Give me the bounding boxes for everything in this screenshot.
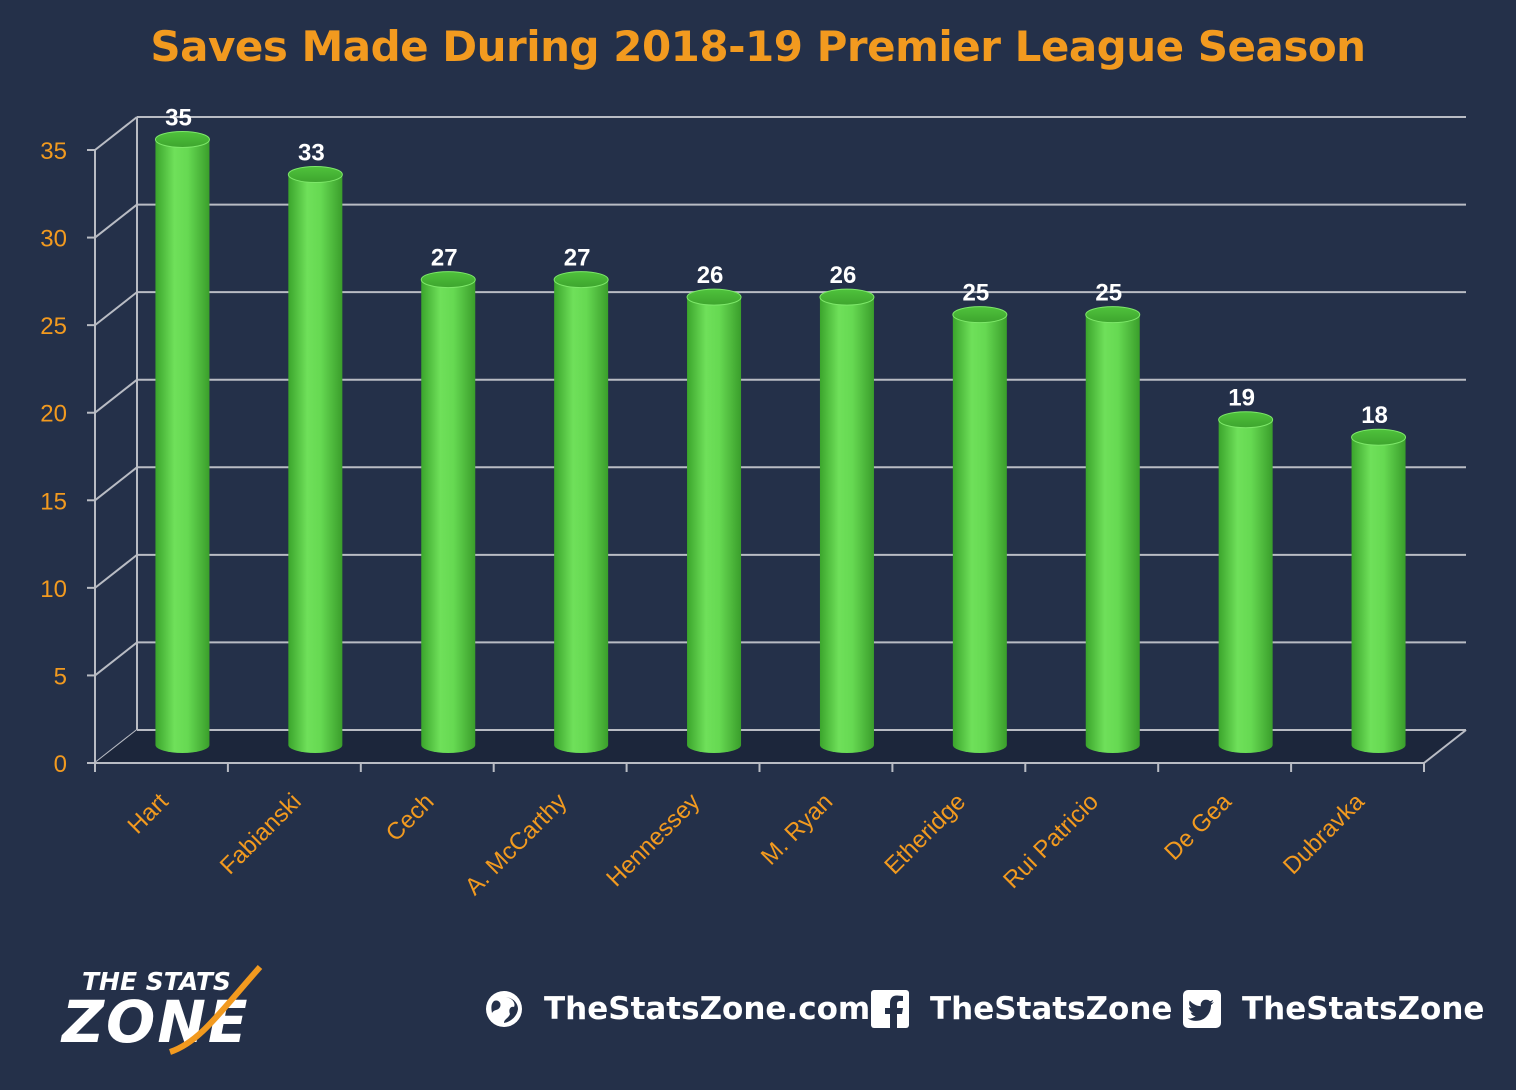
bar-body [1085,314,1140,753]
xtick-label: De Gea [1159,788,1237,866]
bar [686,288,742,753]
bar-top [553,271,609,289]
twitter-icon [1183,990,1221,1028]
bar-body [1218,419,1273,753]
data-label: 33 [298,140,325,167]
twitter-link[interactable]: TheStatsZone [1182,986,1484,1032]
data-label: 25 [1095,280,1122,307]
gridline-depth [94,554,138,589]
globe-icon [486,991,522,1027]
bar-body [554,279,609,753]
facebook-icon [871,990,909,1029]
gridline-depth [94,116,138,151]
ytick-label: 25 [40,313,67,340]
gridline-depth [94,291,138,326]
logo-swoosh [168,965,263,1055]
xtick-label: M. Ryan [756,788,838,870]
bar-top [1351,428,1407,446]
bar [553,271,609,753]
xtick-label: Etheridge [879,788,971,880]
xtick-label: Dubravka [1278,788,1370,880]
bar [819,288,875,753]
ytick-label: 10 [40,576,67,603]
ytick-label: 30 [40,226,67,253]
bar-top [952,306,1008,324]
bar-body [288,174,343,753]
bar-top [1218,411,1274,429]
bar [154,131,210,753]
xtick-label: Rui Patricio [998,788,1104,894]
gridline-depth [94,378,138,414]
bar-body [687,297,742,753]
twitter-text: TheStatsZone [1242,991,1485,1027]
xtick-label: Hennessey [601,788,705,892]
gridline-depth [94,466,138,502]
bar [287,166,343,753]
bar-body [952,314,1007,753]
floor-edge-right [1423,729,1467,764]
data-label: 25 [962,280,989,307]
bar-top [420,271,476,289]
bar [952,306,1008,753]
website-link[interactable]: TheStatsZone.com [484,986,870,1032]
website-text: TheStatsZone.com [544,991,871,1027]
bar [420,271,476,753]
xtick-label: Fabianski [215,788,307,880]
bar-top [819,288,875,306]
gridline-depth [94,641,138,677]
bar [1085,306,1141,753]
gridline-depth [94,203,138,239]
data-label: 35 [165,105,192,132]
bar [1218,411,1274,753]
ytick-label: 5 [54,663,67,690]
logo-line2: ZONE [60,988,250,1056]
data-label: 19 [1228,385,1255,412]
bar-chart: 0 5 10 15 20 25 30 35 35 Hart 33 Fabianski 27 Cech 27… [40,105,1467,901]
data-label: 27 [431,245,458,272]
bar-body [819,297,874,753]
ytick-label: 35 [40,138,67,165]
bar-top [686,288,742,306]
chart-title: Saves Made During 2018-19 Premier League… [150,22,1366,71]
bars-layer [154,131,1407,753]
ytick-label: 15 [40,488,67,515]
bar-body [1351,437,1406,753]
data-label: 26 [697,262,724,289]
logo-line1: THE STATS [82,967,231,996]
bar [1351,428,1407,753]
bar-body [155,139,210,753]
bar-top [287,166,343,184]
data-label: 27 [564,245,591,272]
stats-zone-logo: THE STATS ZONE [60,965,263,1056]
bar-top [154,131,210,148]
xtick-label: A. McCarthy [460,788,572,900]
bar-top [1085,306,1141,324]
bar-body [421,279,476,753]
xtick-label: Hart [123,788,174,839]
data-label: 18 [1361,402,1388,429]
ytick-label: 20 [40,401,67,428]
ytick-label: 0 [54,751,67,778]
data-label: 26 [830,262,857,289]
xtick-label: Cech [381,788,440,847]
facebook-link[interactable]: TheStatsZone [870,986,1172,1032]
facebook-text: TheStatsZone [930,991,1173,1027]
